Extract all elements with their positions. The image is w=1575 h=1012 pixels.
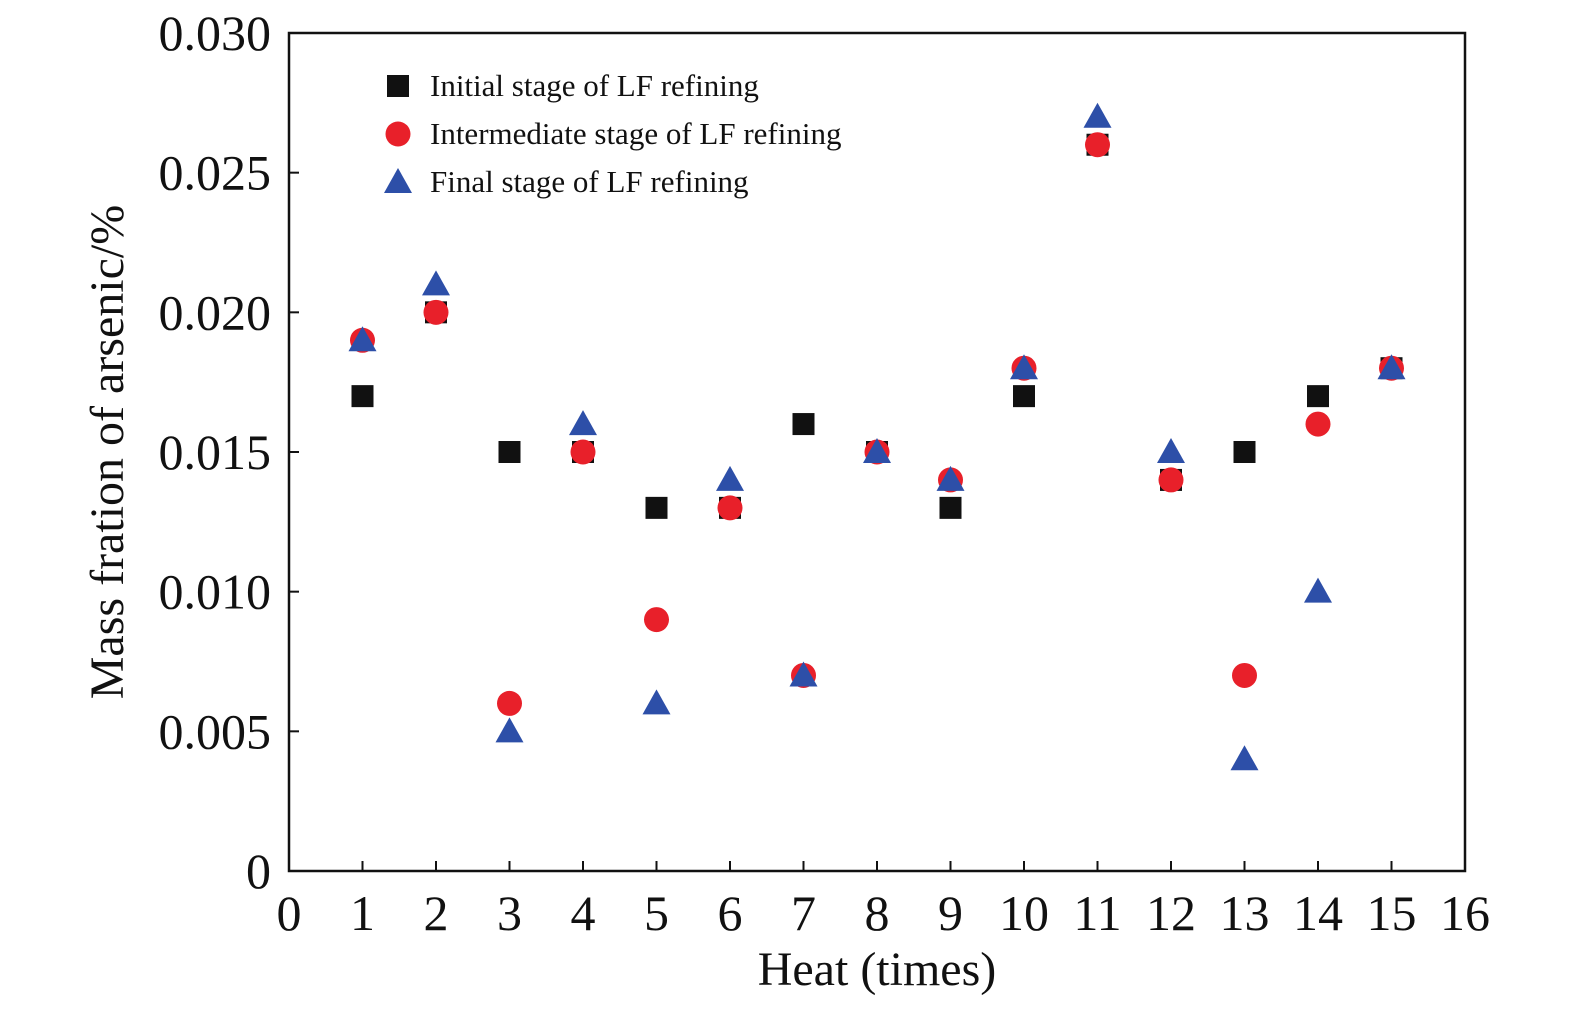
ticks-layer: 0 1 2 3 4 5 6 7 8 9 10 11 12 13 14 15 1600.0050.0100.015… <box>159 5 1491 941</box>
y-tick-label: 0 <box>246 843 271 899</box>
circle-data-point <box>1232 662 1257 688</box>
legend-item-intermediate: Intermediate stage of LF refining <box>385 116 841 151</box>
triangle-data-point <box>789 661 818 687</box>
x-tick-label: 5 <box>644 885 669 941</box>
y-tick-label: 0.015 <box>159 424 272 480</box>
x-tick-label: 2 <box>424 885 449 941</box>
triangle-data-point <box>716 465 744 491</box>
y-axis-title: Mass fration of arsenic/% <box>81 205 134 700</box>
triangle-data-point <box>1377 354 1406 380</box>
legend-item-final: Final stage of LF refining <box>384 164 749 199</box>
triangle-data-point <box>1083 102 1112 128</box>
square-data-point <box>1233 441 1256 463</box>
y-tick-label: 0.030 <box>159 5 272 61</box>
legend-triangle-symbol <box>384 168 412 193</box>
x-tick-label: 8 <box>865 885 890 941</box>
legend-label-intermediate: Intermediate stage of LF refining <box>430 116 841 151</box>
series-triangle-points <box>348 102 1406 771</box>
triangle-data-point <box>1157 438 1185 463</box>
circle-data-point <box>497 690 522 716</box>
legend-circle-marker <box>385 121 411 147</box>
circle-data-point <box>717 495 743 521</box>
legend-item-initial: Initial stage of LF refining <box>387 68 759 103</box>
y-tick-label: 0.020 <box>159 284 272 340</box>
x-tick-label: 6 <box>718 885 743 941</box>
x-tick-label: 9 <box>938 885 963 941</box>
triangle-data-point <box>1010 354 1038 380</box>
y-tick-label: 0.025 <box>159 145 272 201</box>
triangle-data-point <box>1230 745 1259 771</box>
triangle-data-point <box>863 438 891 463</box>
x-tick-label: 12 <box>1146 885 1196 941</box>
square-data-point <box>1013 385 1035 408</box>
legend-label-initial: Initial stage of LF refining <box>430 68 759 103</box>
x-tick-label: 16 <box>1440 885 1490 941</box>
legend-square-symbol <box>387 75 409 97</box>
circle-data-point <box>423 299 449 325</box>
circle-data-point <box>570 439 596 465</box>
square-data-point <box>1307 385 1329 408</box>
triangle-data-point <box>642 689 671 715</box>
square-data-point <box>498 441 521 463</box>
x-tick-label: 4 <box>571 885 596 941</box>
circle-data-point <box>1085 132 1110 158</box>
triangle-data-point <box>569 410 597 436</box>
circle-data-point <box>1158 467 1184 493</box>
x-tick-label: 15 <box>1367 885 1417 941</box>
x-tick-label: 7 <box>791 885 816 941</box>
square-data-point <box>939 496 962 519</box>
square-data-point <box>792 413 815 436</box>
y-tick-label: 0.010 <box>159 564 272 620</box>
triangle-data-point <box>1304 577 1332 603</box>
x-tick-label: 14 <box>1293 885 1343 941</box>
x-axis-title: Heat (times) <box>758 943 997 996</box>
legend-circle-symbol <box>385 121 411 147</box>
plot-frame <box>287 31 1467 873</box>
y-tick-label: 0.005 <box>159 703 272 759</box>
triangle-data-point <box>936 465 965 491</box>
x-tick-label: 10 <box>999 885 1049 941</box>
triangle-data-point <box>348 326 377 352</box>
triangle-data-point <box>495 717 524 743</box>
x-tick-label: 13 <box>1220 885 1270 941</box>
x-tick-label: 11 <box>1073 885 1121 941</box>
circle-data-point <box>644 607 669 633</box>
x-tick-label: 3 <box>497 885 522 941</box>
x-tick-label: 1 <box>350 885 375 941</box>
legend-square-marker <box>387 75 409 97</box>
square-data-point <box>351 385 374 408</box>
triangle-data-point <box>422 270 450 296</box>
square-data-point <box>645 496 668 519</box>
circle-data-point <box>1305 411 1331 437</box>
legend: Initial stage of LF refining Intermediat… <box>384 68 841 199</box>
x-tick-label: 0 <box>277 885 302 941</box>
legend-triangle-marker <box>384 168 412 193</box>
legend-label-final: Final stage of LF refining <box>430 164 749 199</box>
points-layer <box>348 102 1406 771</box>
series-circle-points <box>350 132 1404 716</box>
